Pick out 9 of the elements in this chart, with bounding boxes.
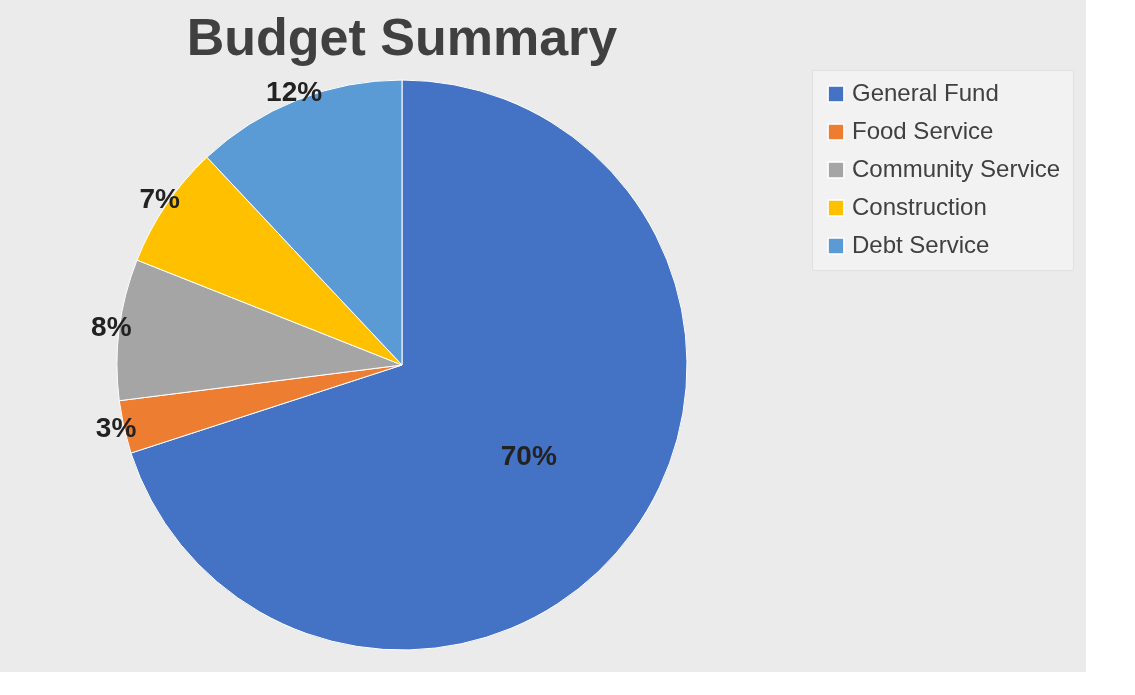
- legend-label: Food Service: [852, 117, 994, 144]
- legend-label: Debt Service: [852, 231, 990, 258]
- legend-label: Community Service: [852, 155, 1061, 182]
- data-label: 8%: [91, 311, 132, 343]
- data-label: 70%: [500, 440, 557, 472]
- data-label: 12%: [266, 75, 323, 107]
- legend-label: General Fund: [852, 79, 999, 106]
- legend-label: Construction: [852, 193, 987, 220]
- chart-title: Budget Summary: [186, 7, 618, 66]
